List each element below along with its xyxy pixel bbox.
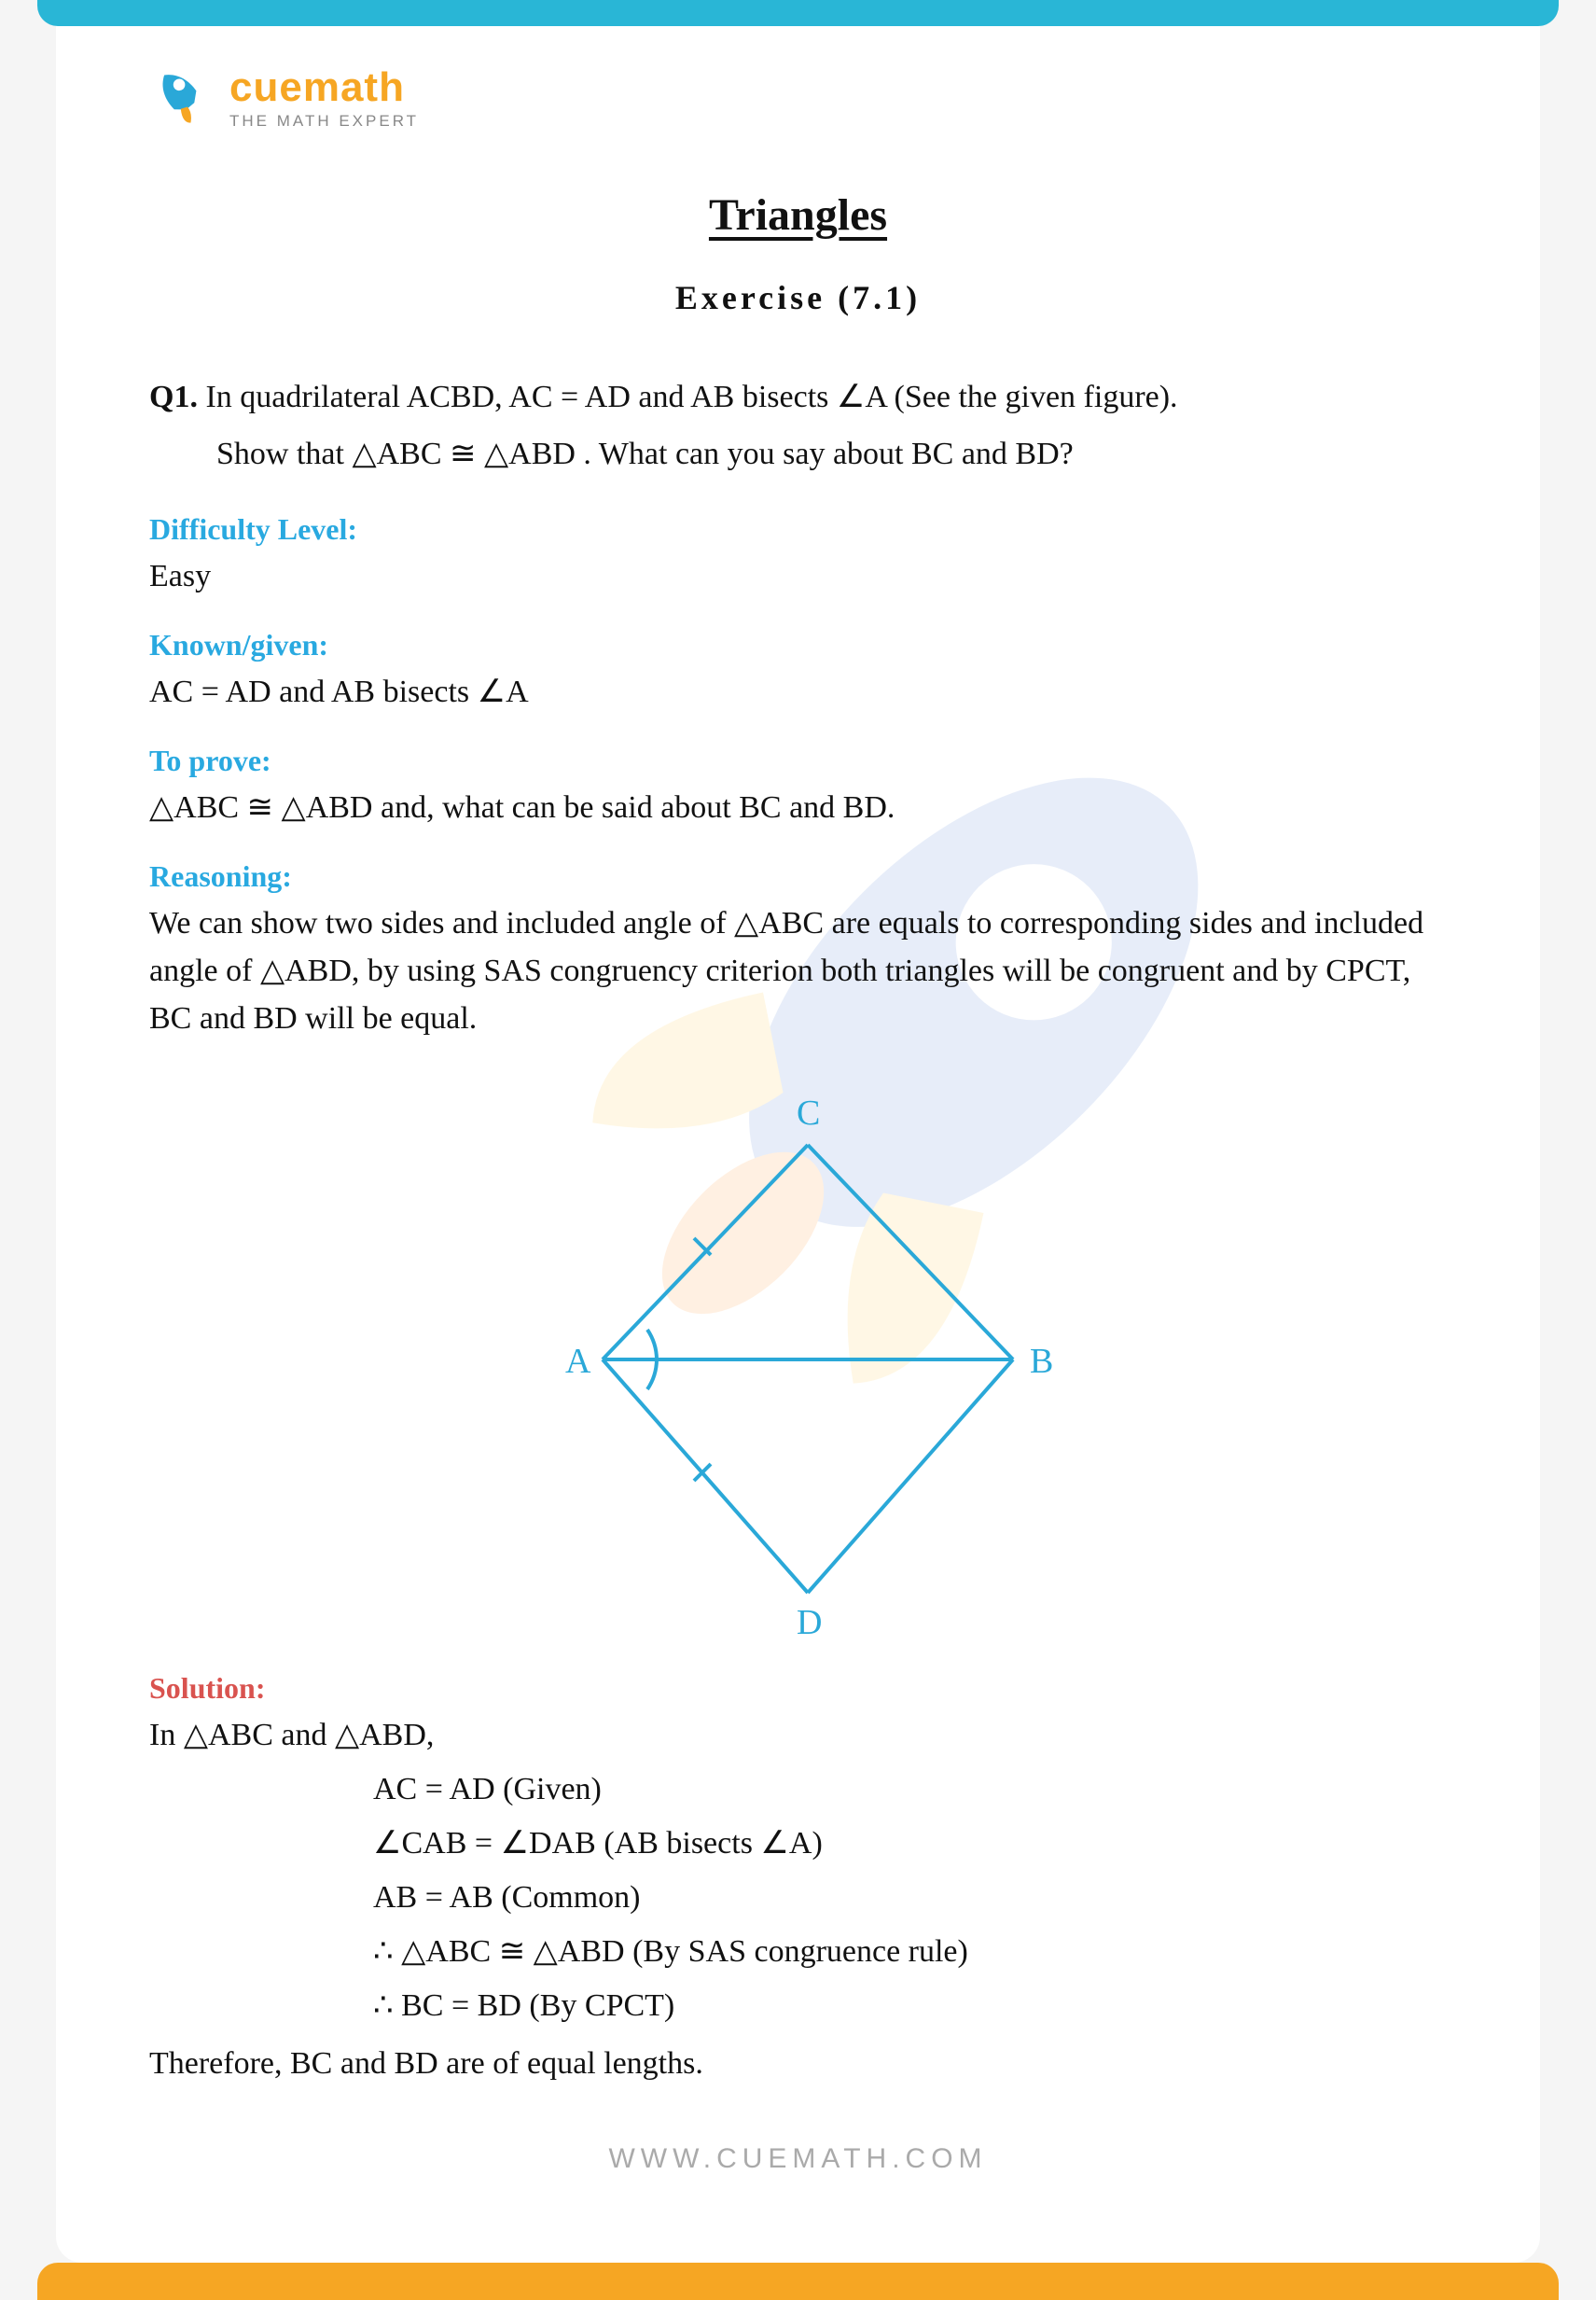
reasoning-header: Reasoning: <box>149 859 1447 894</box>
question-line1: In quadrilateral ACBD, AC = AD and AB bi… <box>205 380 1177 414</box>
brand-tagline: THE MATH EXPERT <box>229 112 419 131</box>
quadrilateral-diagram: A B C D <box>509 1070 1088 1649</box>
solution-intro: In △ABC and △ABD, <box>149 1711 1447 1759</box>
footer-url: WWW.CUEMATH.COM <box>149 2115 1447 2188</box>
difficulty-header: Difficulty Level: <box>149 512 1447 547</box>
solution-header: Solution: <box>149 1671 1447 1706</box>
question-label: Q1. <box>149 380 198 414</box>
step-5: ∴ BC = BD (By CPCT) <box>373 1979 1447 2033</box>
logo-block: cuemath THE MATH EXPERT <box>149 63 1447 133</box>
step-2: ∠CAB = ∠DAB (AB bisects ∠A) <box>373 1817 1447 1871</box>
toprove-header: To prove: <box>149 744 1447 778</box>
step-1: AC = AD (Given) <box>373 1763 1447 1817</box>
step-4: ∴ △ABC ≅ △ABD (By SAS congruence rule) <box>373 1925 1447 1979</box>
diagram-container: A B C D <box>149 1070 1447 1649</box>
chapter-title: Triangles <box>149 189 1447 241</box>
vertex-label-c: C <box>797 1094 820 1133</box>
question-block: Q1. In quadrilateral ACBD, AC = AD and A… <box>149 373 1447 479</box>
rocket-icon <box>149 63 215 133</box>
page-card: cuemath THE MATH EXPERT Triangles Exerci… <box>56 26 1540 2263</box>
exercise-title: Exercise (7.1) <box>149 278 1447 317</box>
vertex-label-b: B <box>1030 1342 1053 1381</box>
known-value: AC = AD and AB bisects ∠A <box>149 668 1447 716</box>
reasoning-value: We can show two sides and included angle… <box>149 899 1447 1042</box>
vertex-label-a: A <box>565 1342 591 1381</box>
toprove-value: △ABC ≅ △ABD and, what can be said about … <box>149 784 1447 831</box>
difficulty-value: Easy <box>149 552 1447 600</box>
question-line2: Show that △ABC ≅ △ABD . What can you say… <box>149 430 1447 480</box>
known-header: Known/given: <box>149 628 1447 662</box>
vertex-label-d: D <box>797 1603 822 1642</box>
top-accent-bar <box>37 0 1559 26</box>
bottom-accent-bar <box>37 2263 1559 2300</box>
solution-steps: AC = AD (Given) ∠CAB = ∠DAB (AB bisects … <box>149 1763 1447 2032</box>
brand-name: cuemath <box>229 67 419 108</box>
conclusion: Therefore, BC and BD are of equal length… <box>149 2040 1447 2087</box>
step-3: AB = AB (Common) <box>373 1871 1447 1925</box>
